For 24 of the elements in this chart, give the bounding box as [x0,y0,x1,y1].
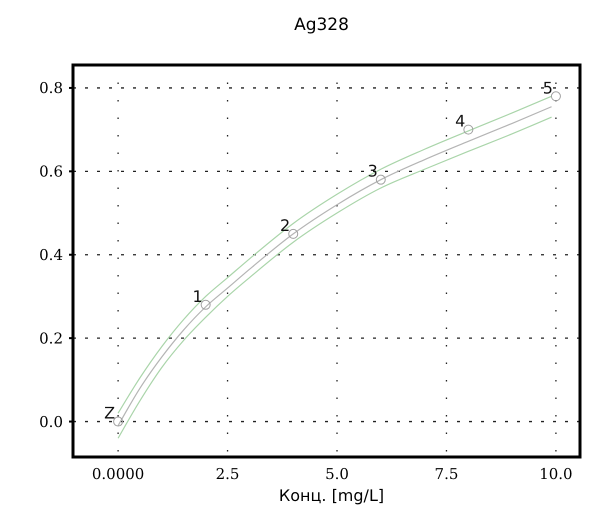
point [113,416,124,427]
point [200,300,211,310]
annotation: 1 [192,286,203,306]
x-axis-title: Конц. [mg/L] [278,486,384,505]
annotation: Z [104,404,116,423]
y-tick-label: 0.4 [39,246,63,264]
x-tick-label: 7.5 [434,465,458,483]
x-tick-label: 5.0 [325,465,349,483]
point [376,174,386,185]
x-tick-label: 10.0 [539,465,573,483]
chart-title: Ag328 [294,15,349,35]
point [288,228,298,239]
annotation: 5 [542,78,553,98]
y-tick-label: 0.2 [39,329,63,348]
y-tick-label: 0.0 [39,412,63,431]
y-tick-label: 0.8 [39,79,63,98]
y-tick-label: 0.6 [39,162,63,181]
x-tick-label: 0.0000 [92,465,144,483]
x-tick-label: 2.5 [216,465,240,483]
annotation: 4 [455,112,466,131]
annotation: 2 [280,216,290,235]
annotation: 3 [368,162,378,181]
point [550,91,561,102]
point [463,124,474,135]
